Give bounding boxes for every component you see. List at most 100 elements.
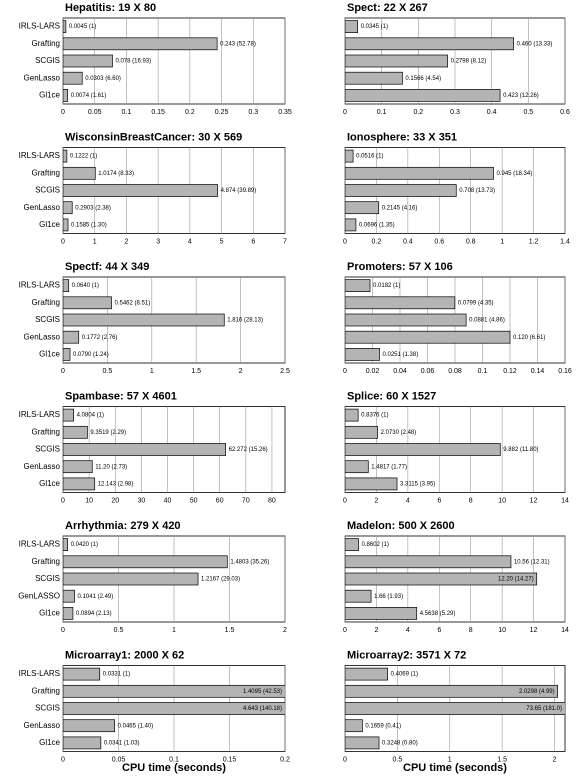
- value-label: 1.66 (1.93): [374, 594, 403, 600]
- chart-title: Spect: 22 X 267: [347, 2, 428, 14]
- value-label: 0.0799 (4.35): [458, 300, 494, 306]
- panel: Microarray2: 3571 X 72 0 0.5 1 1.5 2 0.4069 (1…: [343, 649, 566, 774]
- bar: [63, 296, 112, 310]
- x-tick-label: 0.1: [122, 109, 132, 116]
- value-label: 0.8602 (1): [362, 542, 389, 548]
- category-label: SCGIS: [35, 704, 60, 713]
- x-tick-label: 0.3: [248, 109, 258, 116]
- x-tick-label: 2: [124, 238, 128, 245]
- bar: [345, 218, 357, 232]
- chart-title: Promoters: 57 X 106: [347, 261, 453, 273]
- value-label: 1.0174 (8.33): [98, 171, 134, 177]
- category-label: GenLASSO: [18, 591, 60, 600]
- value-label: 0.0303 (6.60): [85, 76, 121, 82]
- x-tick-label: 1.5: [225, 627, 235, 634]
- x-tick-label: 4: [406, 497, 410, 504]
- x-tick-label: 14: [561, 497, 569, 504]
- bar: [345, 477, 398, 491]
- value-label: 0.1659 (0.41): [365, 723, 401, 729]
- x-tick-label: 1: [500, 238, 504, 245]
- x-tick-label: 2.5: [280, 368, 290, 375]
- x-tick-label: 0: [61, 368, 65, 375]
- value-label: 9.3519 (2.29): [90, 430, 126, 436]
- category-label: GenLasso: [24, 73, 61, 82]
- value-label: 0.0790 (1.24): [73, 352, 109, 358]
- category-label: SCGIS: [35, 186, 60, 195]
- bar: [63, 184, 218, 197]
- bar: [345, 348, 380, 361]
- x-tick-label: 0.1: [169, 756, 179, 763]
- bar: [63, 538, 69, 551]
- bar: [345, 443, 501, 456]
- panel: Spectf: 44 X 349 0 0.5 1 1.5 2 2.5 0.0640 (1) IR…: [19, 261, 290, 375]
- x-tick-label: 6: [437, 627, 441, 634]
- x-tick-label: 0.06: [421, 368, 435, 375]
- category-label: Grafting: [32, 686, 60, 695]
- value-label: 0.3248 (0.80): [382, 740, 418, 746]
- x-tick-label: 0.35: [278, 109, 292, 116]
- chart-title: Splice: 60 X 1527: [347, 390, 436, 402]
- category-label: IRLS-LARS: [19, 281, 60, 290]
- category-label: GenLasso: [24, 203, 61, 212]
- x-tick-label: 0.4: [487, 109, 497, 116]
- value-label: 12.143 (2.98): [98, 481, 134, 487]
- value-label: 0.2798 (8.12): [451, 59, 487, 65]
- x-tick-label: 10: [498, 627, 506, 634]
- x-tick-label: 0: [343, 109, 347, 116]
- chart-title: Microarray2: 3571 X 72: [347, 649, 466, 661]
- x-tick-label: 8: [469, 627, 473, 634]
- category-label: Gl1ce: [39, 350, 60, 359]
- x-tick-label: 40: [164, 497, 172, 504]
- panel: Madelon: 500 X 2600 0 2 4 6 8 10 12 14 0.8602 (1)…: [343, 520, 569, 634]
- bar: [345, 279, 371, 292]
- value-label: 0.0696 (1.35): [359, 222, 395, 228]
- category-label: Grafting: [32, 298, 60, 307]
- bar: [63, 443, 226, 456]
- panel: Ionosphere: 33 X 351 0 0.2 0.4 0.6 0.8 1 1.2 1.4…: [343, 131, 570, 245]
- x-tick-label: 10: [85, 497, 93, 504]
- x-tick-label: 12: [530, 627, 538, 634]
- bar: [63, 589, 75, 603]
- value-label: 11.20 (2.73): [95, 464, 127, 470]
- x-tick-label: 7: [283, 238, 287, 245]
- bar: [345, 684, 558, 698]
- x-tick-label: 4: [406, 627, 410, 634]
- x-tick-label: 2: [374, 627, 378, 634]
- value-label: 0.0345 (1): [361, 24, 388, 30]
- bar: [63, 313, 225, 327]
- value-label: 1.4095 (42.53): [243, 689, 282, 695]
- value-label: 0.0182 (1): [373, 283, 400, 289]
- bar: [63, 684, 285, 698]
- bar: [63, 555, 228, 569]
- x-tick-label: 0.15: [223, 756, 237, 763]
- value-label: 62.272 (15.26): [229, 447, 268, 453]
- value-label: 0.0881 (4.86): [469, 318, 505, 324]
- bar: [63, 218, 69, 232]
- category-label: IRLS-LARS: [19, 22, 60, 31]
- bar: [63, 702, 285, 715]
- category-label: Gl1ce: [39, 738, 60, 747]
- value-label: 0.0640 (1): [72, 283, 99, 289]
- x-axis-label: CPU time (seconds): [403, 762, 507, 774]
- panel: Arrhythmia: 279 X 420 0 0.5 1 1.5 2 0.0420 (1)…: [18, 520, 287, 634]
- bar: [63, 37, 218, 51]
- x-tick-label: 6: [251, 238, 255, 245]
- category-label: Gl1ce: [39, 609, 60, 618]
- value-label: 1.2167 (29.03): [201, 577, 240, 583]
- bar: [63, 460, 93, 474]
- value-label: 4.874 (39.89): [221, 188, 257, 194]
- bar: [345, 166, 494, 180]
- x-axis-label: CPU time (seconds): [122, 762, 226, 774]
- x-tick-label: 0.05: [112, 756, 126, 763]
- chart-title: Madelon: 500 X 2600: [347, 520, 455, 532]
- category-label: GenLasso: [24, 721, 61, 730]
- category-label: IRLS-LARS: [19, 410, 60, 419]
- category-label: IRLS-LARS: [19, 151, 60, 160]
- chart-title: WisconsinBreastCancer: 30 X 569: [65, 131, 242, 143]
- x-tick-label: 1.4: [560, 238, 570, 245]
- x-tick-label: 30: [137, 497, 145, 504]
- value-label: 0.0516 (1): [356, 154, 383, 160]
- x-tick-label: 0.2: [372, 238, 382, 245]
- x-tick-label: 0.2: [413, 109, 423, 116]
- category-label: Grafting: [32, 168, 60, 177]
